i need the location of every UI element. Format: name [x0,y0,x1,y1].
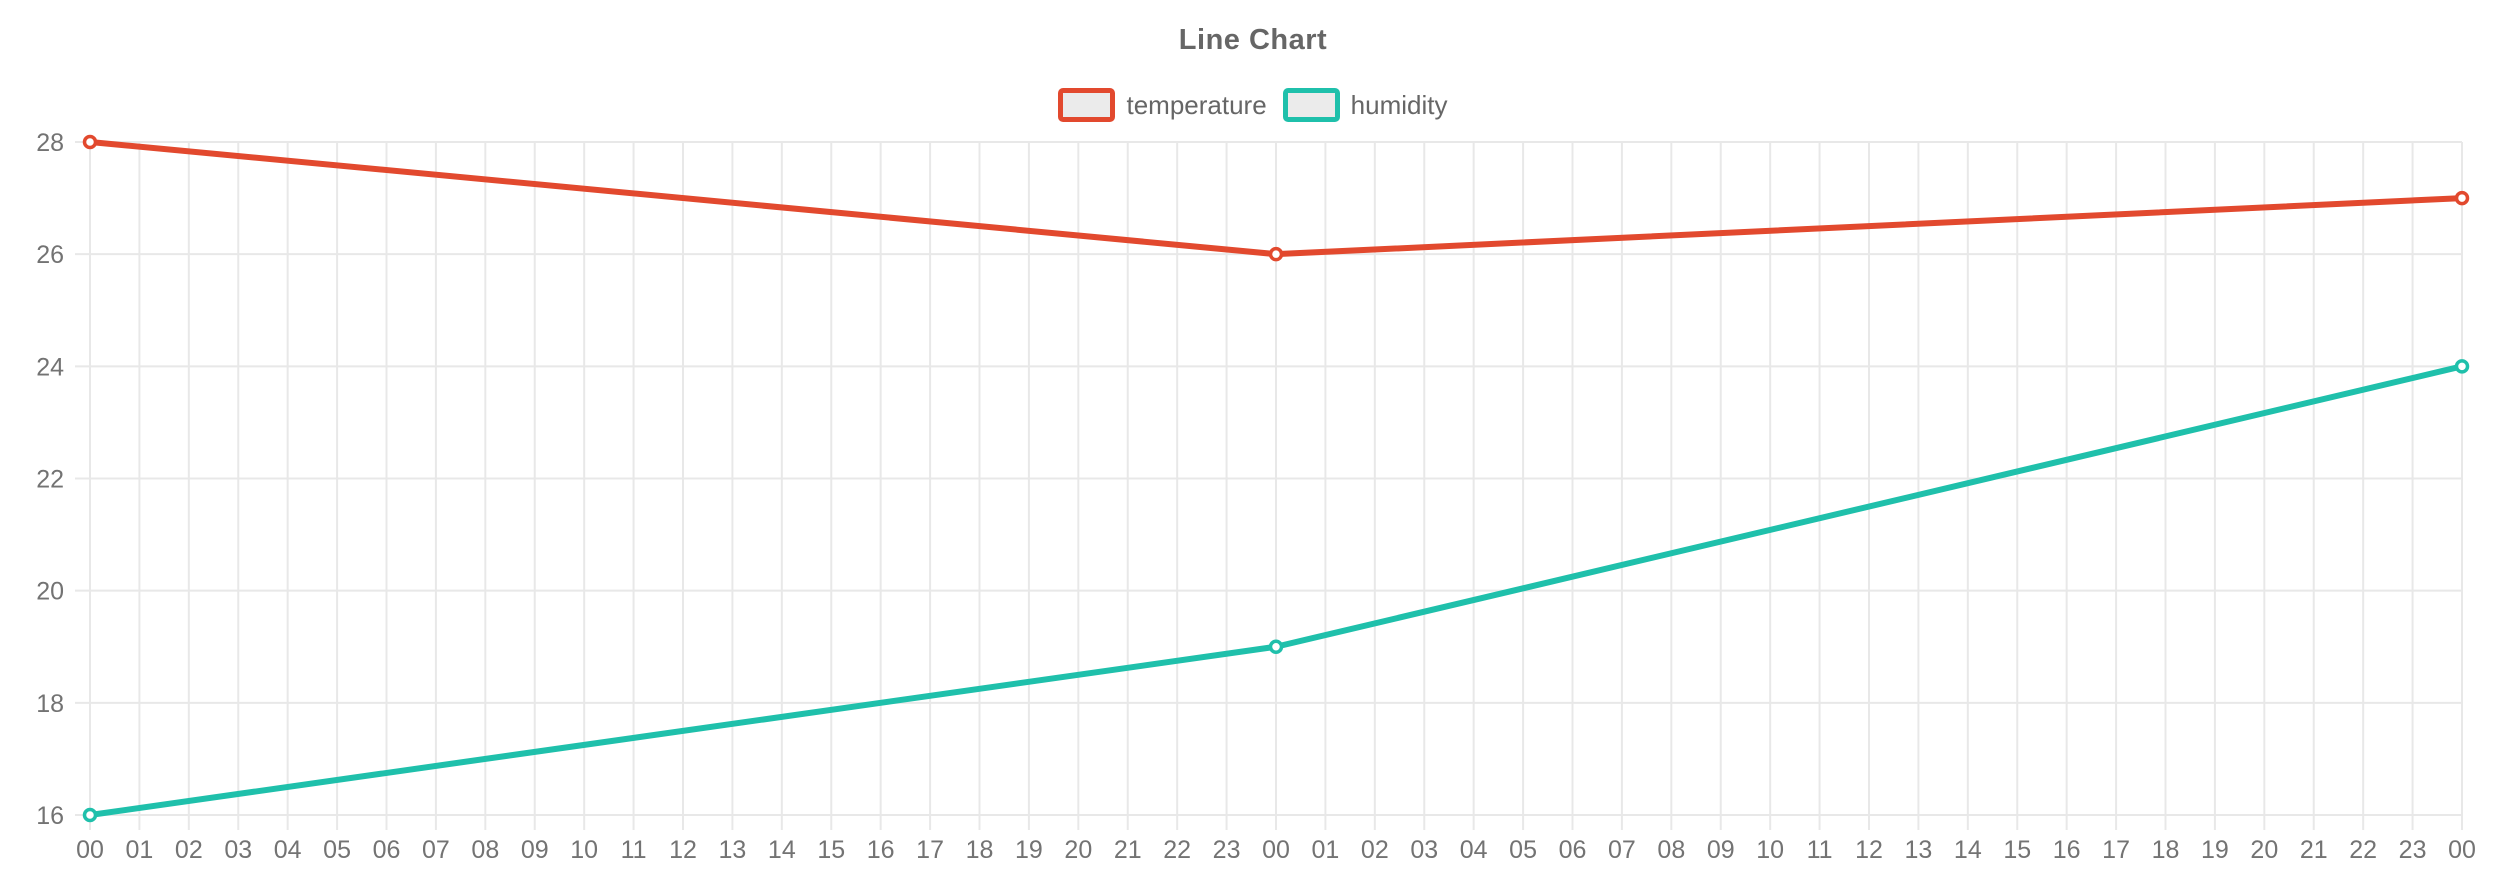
data-point-temperature-24[interactable] [1268,246,1284,262]
y-tick-label: 20 [36,578,64,606]
x-tick-label: 21 [1114,836,1142,864]
x-tick-label: 04 [1460,836,1488,864]
x-tick-label: 05 [323,836,351,864]
x-tick-label: 15 [817,836,845,864]
x-tick-label: 08 [1657,836,1685,864]
x-tick-label: 03 [224,836,252,864]
legend-label: humidity [1350,89,1448,120]
x-tick-label: 00 [1262,836,1290,864]
x-tick-label: 13 [719,836,747,864]
x-tick-label: 00 [76,836,104,864]
chart-legend: temperature humidity [0,88,2506,122]
x-tick-label: 03 [1410,836,1438,864]
x-tick-label: 13 [1905,836,1933,864]
x-tick-label: 22 [1163,836,1191,864]
legend-swatch-temperature [1058,88,1116,122]
data-point-humidity-48[interactable] [2454,359,2470,374]
x-tick-label: 20 [1064,836,1092,864]
grid-horizontal [75,141,2462,816]
x-tick-label: 23 [1213,836,1241,864]
x-tick-label: 19 [1015,836,1043,864]
x-tick-label: 21 [2300,836,2328,864]
x-tick-label: 09 [1707,836,1735,864]
x-tick-label: 07 [1608,836,1636,864]
x-tick-label: 19 [2201,836,2229,864]
x-tick-label: 07 [422,836,450,864]
y-tick-label: 18 [36,690,64,718]
x-tick-label: 08 [471,836,499,864]
x-tick-label: 10 [570,836,598,864]
legend-label: temperature [1126,89,1267,120]
y-tick-label: 24 [36,353,64,381]
y-tick-label: 16 [36,802,64,830]
y-tick-label: 22 [36,466,64,494]
x-tick-label: 15 [2003,836,2031,864]
y-tick-label: 26 [36,241,64,269]
x-tick-label: 02 [1361,836,1389,864]
x-axis-labels: 00 01 02 03 04 05 06 07 08 09 10 11 12 13 14 15 16 17 18 19… [76,836,2476,864]
x-tick-label: 17 [2102,836,2130,864]
x-tick-label: 16 [2053,836,2081,864]
grid-vertical [89,142,2463,830]
x-tick-label: 14 [768,836,796,864]
x-tick-label: 00 [2448,836,2476,864]
x-tick-label: 17 [916,836,944,864]
x-tick-label: 02 [175,836,203,864]
x-tick-label: 18 [966,836,994,864]
y-axis-labels: 16 18 20 22 24 26 28 [36,129,64,830]
x-tick-label: 05 [1509,836,1537,864]
x-tick-label: 06 [1559,836,1587,864]
x-tick-label: 12 [1855,836,1883,864]
data-point-temperature-48[interactable] [2454,190,2470,206]
x-tick-label: 14 [1954,836,1982,864]
x-tick-label: 11 [621,836,647,864]
x-tick-label: 06 [373,836,401,864]
data-point-humidity-0[interactable] [82,807,98,823]
data-point-humidity-24[interactable] [1268,639,1284,654]
x-tick-label: 23 [2399,836,2427,864]
x-tick-label: 09 [521,836,549,864]
legend-swatch-humidity [1282,88,1340,122]
x-tick-label: 16 [867,836,895,864]
x-tick-label: 01 [126,836,154,864]
legend-item-temperature[interactable]: temperature [1058,88,1267,122]
x-tick-label: 10 [1756,836,1784,864]
chart-title: Line Chart [1178,24,1328,56]
legend-item-humidity[interactable]: humidity [1282,88,1448,122]
x-tick-label: 22 [2349,836,2377,864]
x-tick-label: 04 [274,836,302,864]
x-tick-label: 01 [1312,836,1340,864]
x-tick-label: 11 [1807,836,1833,864]
x-tick-label: 20 [2250,836,2278,864]
x-tick-label: 18 [2152,836,2180,864]
data-point-temperature-0[interactable] [82,134,98,150]
y-tick-label: 28 [36,129,64,157]
x-tick-label: 12 [669,836,697,864]
